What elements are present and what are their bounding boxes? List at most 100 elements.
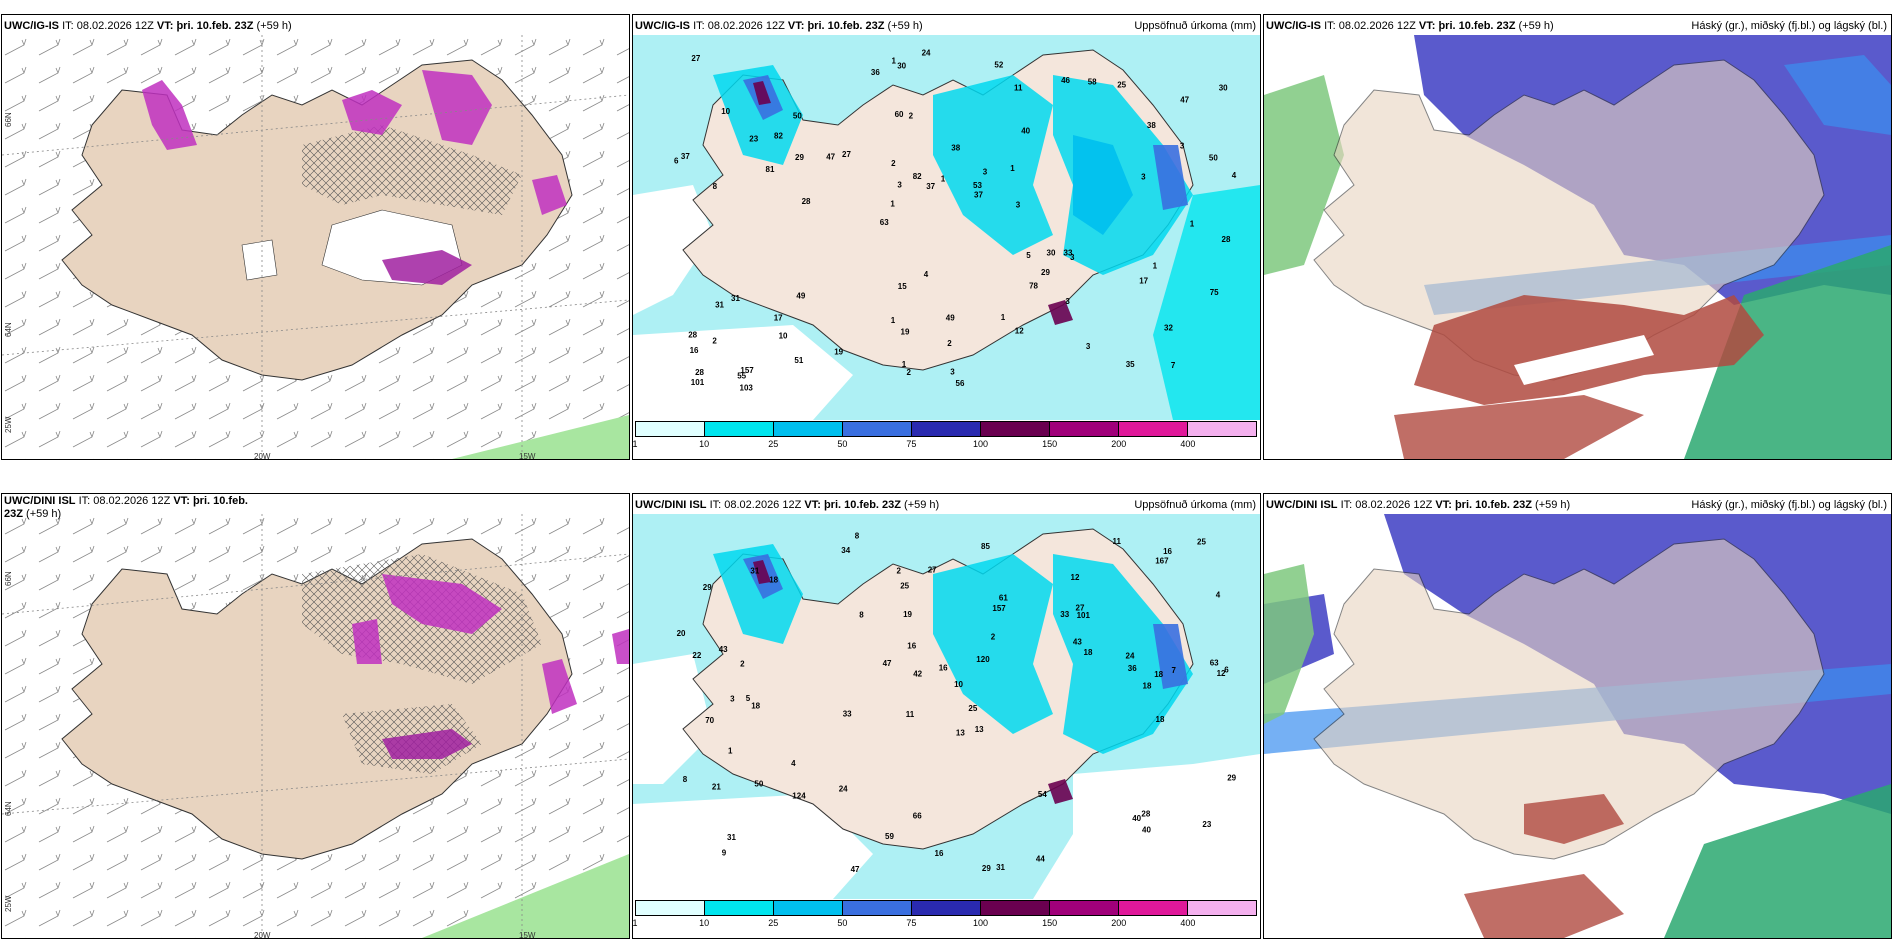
precip-value: 1 <box>890 200 895 209</box>
precip-value: 12 <box>1071 573 1080 582</box>
cloud-map <box>1264 35 1891 459</box>
colorbar-label: 100 <box>973 918 989 928</box>
lon-label: 20W <box>254 931 271 939</box>
precipitation-map: 7847634015760383127161023310304531135046… <box>633 35 1260 420</box>
precip-value: 1 <box>892 57 897 66</box>
panel-header: UWC/IG-IS IT: 08.02.2026 12Z VT: þri. 10… <box>635 20 1256 33</box>
precip-value: 3 <box>1141 172 1146 181</box>
colorbar-segment <box>1119 901 1188 915</box>
colorbar-segment <box>636 422 705 436</box>
field-title: Uppsöfnuð úrkoma (mm) <box>1134 20 1256 32</box>
colorbar-label: 200 <box>1111 439 1127 449</box>
map-area: 7 8 47 63 40 157 60 38 31 27 16 10 2 3 3 10 30 4 5 3 1 1 3 50 46… <box>633 35 1260 420</box>
precip-value: 25 <box>1197 537 1206 546</box>
field-title: Háský (gr.), miðský (fj.bl.) og lágský (… <box>1691 20 1887 32</box>
precip-value: 40 <box>1132 814 1141 823</box>
panel-header: UWC/DINI ISL IT: 08.02.2026 12Z VT: þri.… <box>635 499 1256 512</box>
lead-time: (+59 h) <box>256 20 292 32</box>
precip-value: 52 <box>994 60 1003 69</box>
precip-value: 37 <box>926 182 935 191</box>
colorbar-segment <box>705 901 774 915</box>
precip-value: 16 <box>907 642 916 651</box>
it-label: IT: <box>1340 499 1353 511</box>
panel-ig-precipitation: UWC/IG-IS IT: 08.02.2026 12Z VT: þri. 10… <box>632 14 1261 460</box>
precip-value: 27 <box>928 566 937 575</box>
map-area <box>1264 35 1891 459</box>
precip-value: 85 <box>981 542 990 551</box>
precip-value: 24 <box>839 784 848 793</box>
precip-cell <box>1053 554 1193 754</box>
precip-value: 11 <box>906 710 915 719</box>
colorbar-label: 100 <box>973 439 989 449</box>
precip-value: 4 <box>1232 171 1237 180</box>
precip-value: 59 <box>885 832 894 841</box>
model-name: UWC/IG-IS <box>1266 20 1321 32</box>
precip-value: 61 <box>999 594 1008 603</box>
precip-cell <box>1153 624 1188 689</box>
precip-value: 38 <box>951 143 960 152</box>
precip-value: 2 <box>947 339 952 348</box>
colorbar-segment <box>912 422 981 436</box>
precip-value: 1 <box>891 316 896 325</box>
precip-cell <box>753 81 771 105</box>
precip-value: 18 <box>1154 670 1163 679</box>
model-name: UWC/DINI ISL <box>4 495 76 507</box>
colorbar-segment <box>1050 422 1119 436</box>
map-area <box>1264 514 1891 938</box>
lat-label: 64N <box>4 322 13 337</box>
precip-value: 2 <box>740 660 745 669</box>
it-label: IT: <box>709 499 722 511</box>
precip-value: 28 <box>1141 810 1150 819</box>
magenta-cell <box>342 90 402 135</box>
precip-value: 75 <box>1210 288 1219 297</box>
colorbar-segment <box>1188 901 1256 915</box>
precip-value: 4 <box>1216 590 1221 599</box>
no-precip-area <box>633 794 873 899</box>
precip-value: 3 <box>950 368 955 377</box>
hatched-area <box>302 125 522 215</box>
precip-value: 10 <box>954 680 963 689</box>
precip-value: 7 <box>1171 361 1176 370</box>
cloud-map <box>1264 514 1891 938</box>
mixed-cloud <box>1394 395 1644 459</box>
precip-value: 19 <box>901 328 910 337</box>
precip-value: 53 <box>973 181 982 190</box>
colorbar-segment <box>1119 422 1188 436</box>
colorbar-segment <box>843 901 912 915</box>
precip-value: 40 <box>1021 127 1030 136</box>
precip-value: 78 <box>1029 282 1038 291</box>
precip-value: 25 <box>968 704 977 713</box>
vt-value: þri. 10.feb. 23Z <box>1438 20 1516 32</box>
vt-value: þri. 10.feb. 23Z <box>823 499 901 511</box>
lead-time: (+59 h) <box>1518 20 1554 32</box>
sea-green <box>452 415 629 459</box>
precip-value: 18 <box>1143 681 1152 690</box>
panel-ig-cloud: UWC/IG-IS IT: 08.02.2026 12Z VT: þri. 10… <box>1263 14 1892 460</box>
precip-cell <box>713 544 803 644</box>
precip-value: 36 <box>1128 664 1137 673</box>
precip-value: 28 <box>802 197 811 206</box>
precip-value: 8 <box>713 182 718 191</box>
precip-value: 81 <box>766 165 775 174</box>
precip-value: 33 <box>843 710 852 719</box>
lat-label: 66N <box>4 571 13 586</box>
precip-value: 21 <box>712 783 721 792</box>
high-cloud <box>1684 245 1891 459</box>
precip-value: 43 <box>719 645 728 654</box>
precip-value: 7 <box>1172 666 1177 675</box>
precip-value: 43 <box>1073 637 1082 646</box>
precip-value: 3 <box>1016 201 1021 210</box>
precip-value: 37 <box>681 152 690 161</box>
precip-cell <box>933 75 1053 255</box>
precip-value: 6 <box>1224 666 1229 675</box>
precip-value: 157 <box>740 366 754 375</box>
colorbar-segment <box>981 422 1050 436</box>
precip-value: 15 <box>898 282 907 291</box>
precip-value: 32 <box>1164 324 1173 333</box>
precip-value: 4 <box>924 270 929 279</box>
precip-value: 16 <box>1163 547 1172 556</box>
precip-value: 16 <box>935 849 944 858</box>
precip-cell <box>713 65 803 165</box>
it-value: 08.02.2026 12Z <box>1338 20 1416 32</box>
